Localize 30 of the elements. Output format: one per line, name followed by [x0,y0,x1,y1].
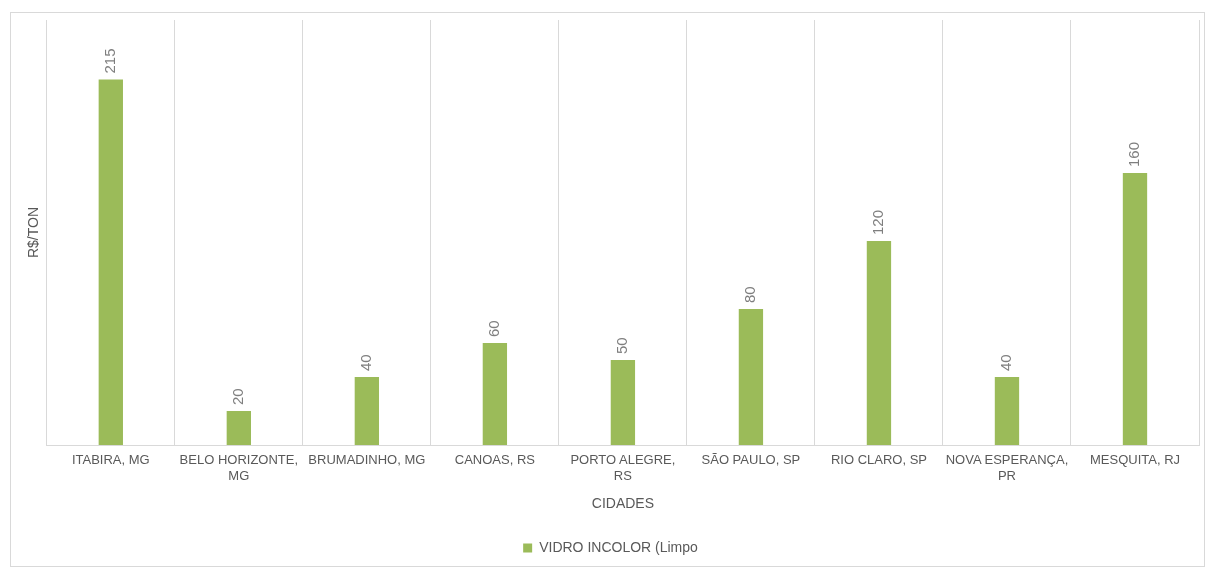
data-label: 80 [741,286,759,303]
bar [482,343,508,445]
data-label: 40 [997,354,1015,371]
data-label: 215 [100,48,118,74]
bar [226,411,251,445]
x-tick-label: SÃO PAULO, SP [701,452,801,468]
x-tick-label: BRUMADINHO, MG [308,452,426,468]
x-tick-label: PORTO ALEGRE, RS [570,452,676,483]
x-tick-label: NOVA ESPERANÇA, PR [945,452,1069,483]
x-tick-label: CANOAS, RS [454,452,536,468]
data-label: 50 [613,337,631,354]
bar [994,377,1020,445]
data-label: 160 [1125,141,1143,167]
data-label: 20 [228,388,246,405]
y-axis-title: R$/TON [25,206,42,259]
x-tick-label: MESQUITA, RJ [1089,452,1181,468]
x-tick-label: RIO CLARO, SP [830,452,927,468]
x-tick-label: BELO HORIZONTE, MG [179,452,299,483]
legend-label: VIDRO INCOLOR (Limpo [539,538,699,555]
bar [866,241,892,445]
bar [610,360,636,445]
data-label: 40 [357,354,374,371]
bar [98,79,123,445]
bar [354,377,380,445]
data-label: 120 [869,209,887,235]
bar [738,309,764,445]
x-axis-title: CIDADES [591,495,655,512]
data-label: 60 [485,320,503,337]
bar [1122,173,1148,445]
x-tick-label: ITABIRA, MG [71,452,150,468]
